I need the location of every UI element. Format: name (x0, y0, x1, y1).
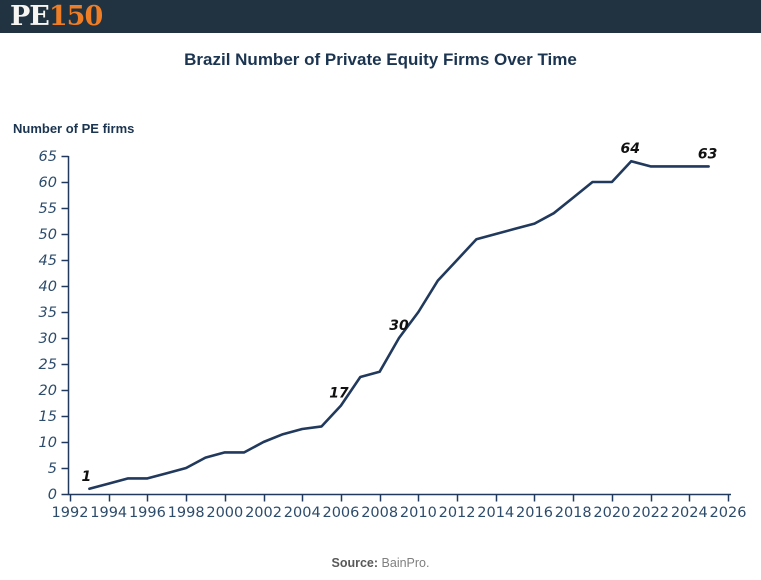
x-axis-tick-label: 1994 (90, 505, 127, 521)
x-axis-tick-label: 2008 (361, 505, 398, 521)
data-label: 64 (620, 141, 639, 157)
y-axis-tick-label: 25 (39, 357, 57, 373)
x-axis-tick-label: 2016 (516, 505, 553, 521)
source-text: BainPro. (381, 556, 430, 570)
x-axis-tick-label: 2002 (245, 505, 282, 521)
source-note: Source: BainPro. (0, 556, 761, 570)
x-axis-tick-label: 2020 (593, 505, 630, 521)
logo-150-text: 150 (48, 1, 103, 32)
x-axis-tick-label: 2026 (710, 505, 747, 521)
x-axis-tick-label: 2012 (439, 505, 476, 521)
y-axis-tick-label: 30 (39, 331, 57, 347)
data-label: 63 (698, 146, 717, 162)
header-bar: PE150 (0, 0, 761, 33)
y-axis-tick-label: 10 (39, 435, 57, 451)
y-axis-tick-label: 50 (39, 227, 57, 243)
data-line (88, 159, 710, 491)
x-axis-tick-label: 2022 (632, 505, 669, 521)
y-axis-tick-label: 5 (48, 461, 57, 477)
data-label: 17 (329, 386, 349, 402)
x-axis-tick-label: 2006 (322, 505, 359, 521)
x-axis-tick-label: 2014 (477, 505, 514, 521)
y-axis-tick-label: 45 (39, 253, 57, 269)
x-axis-tick-label: 2010 (400, 505, 437, 521)
x-axis-tick-label: 1996 (129, 505, 166, 521)
logo-pe-text: PE (10, 1, 50, 32)
y-axis-title: Number of PE firms (13, 121, 135, 136)
y-axis-tick-label: 40 (39, 279, 57, 295)
y-axis-tick-label: 35 (39, 305, 57, 321)
data-label: 1 (81, 469, 91, 485)
x-axis-tick-label: 2000 (206, 505, 243, 521)
pe150-logo: PE150 (10, 0, 103, 33)
y-axis-tick-label: 15 (39, 409, 57, 425)
x-axis-tick-label: 2024 (671, 505, 708, 521)
x-axis-tick-label: 1998 (168, 505, 205, 521)
y-axis-tick-label: 65 (39, 149, 57, 165)
source-prefix: Source: (331, 556, 379, 570)
y-axis-tick-label: 60 (39, 175, 57, 191)
x-axis-tick-label: 2004 (284, 505, 321, 521)
data-label: 30 (389, 318, 409, 334)
y-axis-tick-label: 55 (39, 201, 57, 217)
y-axis-tick-label: 0 (48, 487, 57, 503)
chart-title: Brazil Number of Private Equity Firms Ov… (184, 50, 577, 69)
y-axis-tick-label: 20 (39, 383, 57, 399)
x-axis-tick-label: 2018 (555, 505, 592, 521)
x-axis-tick-label: 1992 (52, 505, 89, 521)
